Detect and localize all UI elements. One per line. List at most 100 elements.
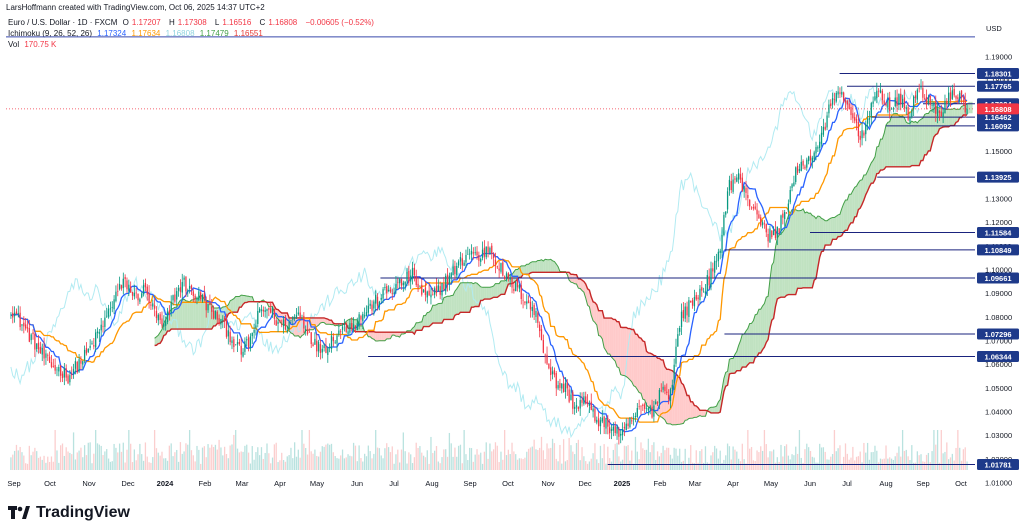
candle-body xyxy=(559,382,561,388)
volume-bar xyxy=(627,445,629,470)
x-tick-label: Jul xyxy=(389,479,399,488)
volume-bar xyxy=(360,458,362,470)
candle-body xyxy=(896,97,898,106)
volume-bar xyxy=(249,463,252,470)
candle-body xyxy=(745,187,747,193)
candle-body xyxy=(658,389,661,403)
volume-bar xyxy=(56,450,58,470)
candle-body xyxy=(45,353,47,358)
candle-body xyxy=(74,361,77,369)
volume-bar xyxy=(745,463,747,470)
volume-bar xyxy=(964,447,966,470)
candle-body xyxy=(155,310,158,319)
candle-body xyxy=(417,283,419,289)
volume-bar xyxy=(660,452,662,470)
volume-bar xyxy=(446,456,449,470)
cloud-segment xyxy=(578,278,581,289)
volume-bar xyxy=(317,456,320,470)
volume-value: 170.75 K xyxy=(24,40,57,49)
cloud-segment xyxy=(816,215,818,279)
candle-body xyxy=(354,325,357,328)
candle-body xyxy=(176,291,178,300)
volume-bar xyxy=(334,456,336,470)
volume-bar xyxy=(69,452,71,470)
y-tick-label: 1.07000 xyxy=(985,337,1012,346)
volume-bar xyxy=(417,447,419,470)
volume-bar xyxy=(719,450,721,470)
cloud-segment xyxy=(386,332,389,339)
cloud-segment xyxy=(622,327,625,376)
volume-bar xyxy=(876,450,878,470)
volume-bar xyxy=(461,463,463,470)
candle-body xyxy=(419,286,421,288)
cloud-segment xyxy=(423,315,426,327)
volume-bar xyxy=(599,445,602,470)
price-chart[interactable]: USD1.190001.180001.170001.160001.150001.… xyxy=(0,0,1024,500)
cloud-segment xyxy=(847,194,850,231)
candle-body xyxy=(352,324,355,331)
y-tick-label: 1.12000 xyxy=(985,218,1012,227)
candle-body xyxy=(520,285,522,300)
cloud-segment xyxy=(504,279,507,295)
candle-body xyxy=(515,282,517,292)
level-price-label-bg xyxy=(977,272,1019,284)
cloud-segment xyxy=(200,294,203,330)
cloud-segment xyxy=(922,114,925,161)
candle-body xyxy=(905,107,907,109)
candle-body xyxy=(761,222,764,226)
volume-bar xyxy=(695,450,697,470)
cloud-segment xyxy=(876,146,879,174)
volume-bar xyxy=(487,458,489,470)
candle-body xyxy=(815,147,817,154)
volume-bar xyxy=(679,448,681,470)
candle-body xyxy=(555,373,557,389)
volume-bar xyxy=(603,444,605,470)
cloud-segment xyxy=(755,314,758,358)
candle-body xyxy=(452,266,454,276)
candle-body xyxy=(820,132,823,144)
candle-body xyxy=(911,109,913,117)
candle-body xyxy=(883,100,885,104)
volume-bar xyxy=(642,448,644,470)
y-tick-label: 1.13000 xyxy=(985,195,1012,204)
volume-bar xyxy=(19,446,21,470)
candle-body xyxy=(351,322,353,330)
cloud-segment xyxy=(447,296,450,320)
cloud-segment xyxy=(764,297,767,348)
x-tick-label: Mar xyxy=(236,479,249,488)
candle-body xyxy=(32,332,34,335)
candle-body xyxy=(561,383,563,389)
candle-body xyxy=(137,293,139,301)
cloud-segment xyxy=(911,121,914,166)
candle-body xyxy=(163,323,165,327)
candle-body xyxy=(150,304,152,306)
volume-bar xyxy=(91,463,93,470)
candle-body xyxy=(890,108,893,110)
candle-body xyxy=(395,284,397,291)
volume-bar xyxy=(450,443,452,470)
ichimoku-label: Ichimoku (9, 26, 52, 26) xyxy=(8,29,93,38)
volume-bar xyxy=(924,461,926,470)
cloud-segment xyxy=(416,322,419,331)
volume-bar xyxy=(684,448,686,470)
ichimoku-value: 1.17634 xyxy=(131,29,161,38)
volume-bar xyxy=(387,447,390,470)
cloud-segment xyxy=(582,280,584,293)
candle-body xyxy=(328,346,331,348)
candle-body xyxy=(130,286,132,293)
cloud-segment xyxy=(703,410,706,417)
cloud-segment xyxy=(537,260,540,273)
candle-body xyxy=(841,91,843,95)
candle-body xyxy=(870,103,872,118)
volume-bar xyxy=(472,461,474,470)
volume-bar xyxy=(889,457,891,470)
cloud-segment xyxy=(419,321,422,331)
cloud-segment xyxy=(429,310,431,327)
cloud-segment xyxy=(933,106,936,138)
candle-body xyxy=(500,263,502,272)
candle-body xyxy=(126,280,128,290)
volume-bar xyxy=(933,430,935,470)
candle-body xyxy=(901,99,904,107)
candle-body xyxy=(124,277,126,280)
candle-body xyxy=(920,86,922,88)
